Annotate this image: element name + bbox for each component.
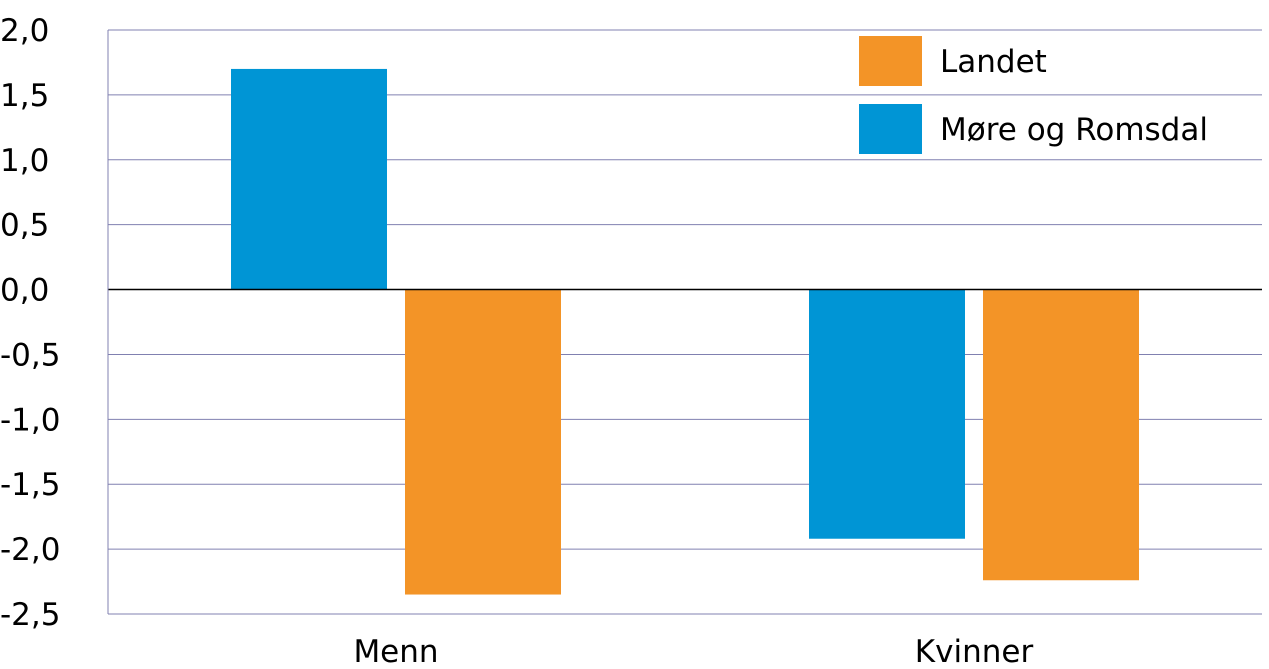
bar-møre-og-romsdal-kvinner [809, 289, 965, 539]
y-tick-label: -2,0 [0, 532, 61, 568]
x-category-label: Kvinner [915, 634, 1034, 669]
legend-swatch [859, 104, 922, 154]
y-tick-label: 0,0 [0, 273, 49, 309]
y-tick-label: -2,5 [0, 597, 61, 633]
x-category-label: Menn [353, 634, 438, 669]
x-axis-categories: Menn Kvinner [353, 634, 1033, 669]
legend-label: Møre og Romsdal [940, 112, 1208, 148]
y-tick-label: 1,5 [0, 78, 49, 114]
y-tick-label: -1,5 [0, 467, 61, 503]
y-tick-label: 0,5 [0, 208, 49, 244]
bar-landet-menn [405, 289, 561, 595]
legend: Landet Møre og Romsdal [859, 36, 1208, 154]
y-tick-label: -1,0 [0, 402, 61, 438]
bars [231, 68, 1139, 595]
legend-swatch [859, 36, 922, 86]
bar-møre-og-romsdal-menn [231, 68, 387, 290]
y-tick-label: -0,5 [0, 337, 61, 373]
legend-label: Landet [940, 44, 1047, 80]
y-axis-ticks: 2,0 1,5 1,0 0,5 0,0 -0,5 -1,0 -1,5 -2,0 -2,5 [0, 13, 61, 633]
bar-landet-kvinner [983, 289, 1139, 581]
y-tick-label: 2,0 [0, 13, 49, 49]
y-tick-label: 1,0 [0, 143, 49, 179]
